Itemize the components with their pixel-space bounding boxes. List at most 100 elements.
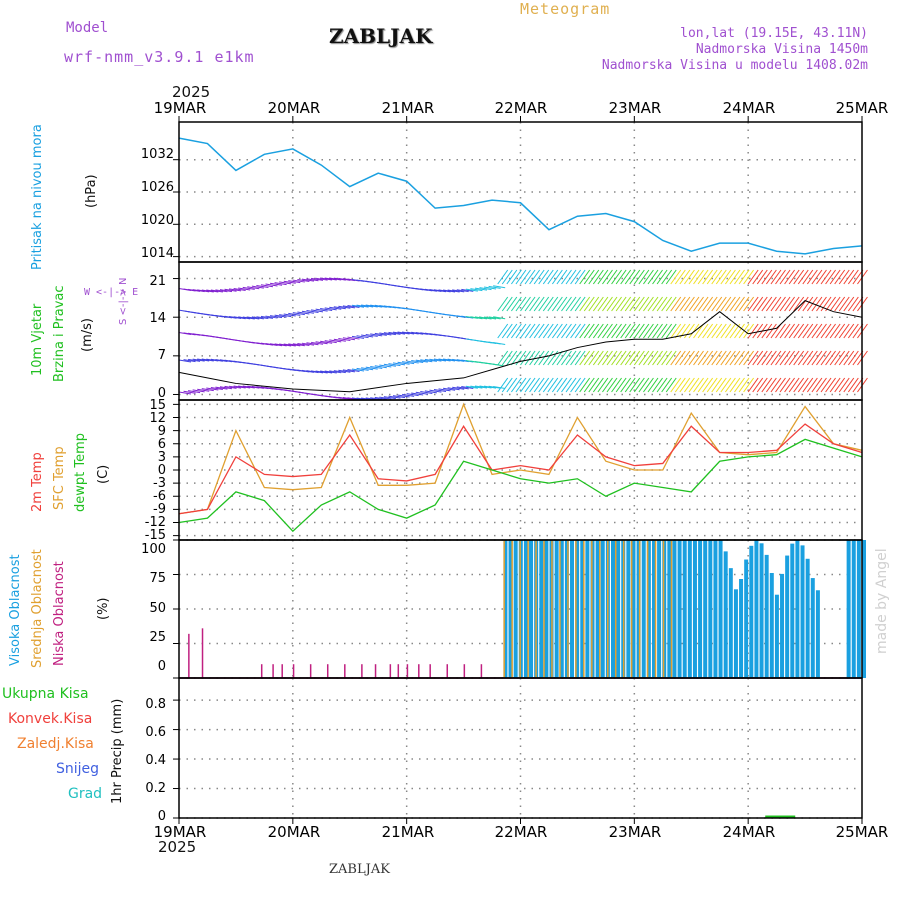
wind-barb: [470, 288, 483, 292]
cloud-mid-bar: [551, 540, 553, 678]
wind-barb: [602, 323, 613, 339]
wind-barb: [797, 323, 809, 339]
wind-barb: [320, 277, 333, 281]
wind-barb: [729, 296, 741, 312]
wind-barb: [274, 314, 287, 318]
cloud-mid-bar: [654, 540, 657, 678]
wind-barb: [793, 350, 805, 366]
wind-barb: [356, 304, 369, 308]
wind-barb: [756, 377, 768, 393]
wind-barb: [775, 269, 786, 285]
wind-barb: [615, 269, 627, 285]
cloud-high-bar: [785, 555, 790, 678]
wind-barb: [638, 350, 650, 366]
wind-barb: [825, 350, 836, 366]
wind-barb: [324, 370, 337, 374]
cloud-high-bar: [651, 540, 656, 678]
wind-barb: [647, 377, 659, 393]
wind-barb: [806, 323, 818, 339]
wind-barb: [647, 323, 659, 339]
wind-barb: [524, 296, 536, 312]
wind-barb: [388, 363, 401, 367]
wind-barb: [392, 331, 406, 335]
wind-barb: [561, 269, 572, 285]
wind-barb: [633, 350, 645, 366]
wind-barb: [674, 269, 686, 285]
wind-barb: [811, 350, 823, 366]
cloud-high-bar: [759, 543, 764, 678]
wind-barb: [770, 377, 782, 393]
wind-barb: [852, 269, 864, 285]
wind-barb: [565, 323, 577, 339]
wind-barb: [738, 377, 750, 393]
wind-barb: [720, 350, 732, 366]
wind-barb: [529, 323, 541, 339]
wind-barb: [765, 350, 777, 366]
wind-barb: [429, 358, 442, 362]
wind-barb: [761, 323, 773, 339]
wind-barb: [483, 385, 497, 389]
wind-barb: [597, 269, 609, 285]
cloud-low-bar: [429, 664, 431, 678]
wind-barb: [188, 390, 201, 394]
ytick-label: -3: [153, 475, 166, 491]
wind-barb: [761, 350, 773, 366]
wind-barb: [784, 323, 796, 339]
wind-barb: [652, 269, 663, 285]
wind-barb: [529, 269, 541, 285]
wind-barb: [592, 323, 604, 339]
wind-barb: [583, 323, 595, 339]
wind-barb: [592, 377, 604, 393]
wind-barb: [333, 277, 346, 281]
wind-barb: [629, 323, 641, 339]
cloud-low-bar: [344, 664, 346, 678]
wind-barb: [542, 377, 554, 393]
wind-barb: [351, 335, 365, 339]
wind-barb: [269, 282, 283, 286]
wind-barb: [429, 389, 442, 393]
cloud-high-bar: [636, 540, 641, 678]
wind-barb: [674, 350, 686, 366]
cloud-mid-bar: [535, 540, 537, 678]
wind-barb: [310, 341, 324, 345]
bottom-tick-label: 23MAR: [608, 823, 662, 841]
bottom-tick-label: 20MAR: [267, 823, 321, 841]
cloud-mid-bar: [559, 540, 561, 678]
wind-barb: [406, 393, 419, 397]
cloud-low-bar: [281, 664, 283, 678]
wind-barb: [542, 296, 554, 312]
wind-barb: [192, 358, 205, 362]
cloud-mid-bar: [591, 540, 593, 678]
wind-barb: [542, 323, 554, 339]
wind-barb: [474, 287, 488, 291]
wind-barb: [388, 331, 401, 335]
wind-barb: [574, 377, 586, 393]
wind-barb: [724, 377, 736, 393]
wind-barb: [561, 377, 572, 393]
wind-barb: [493, 386, 506, 390]
wind-barb: [711, 269, 723, 285]
wind-barb: [597, 377, 609, 393]
wind-barb: [579, 323, 591, 339]
wind-barb: [615, 296, 627, 312]
wind-barb: [847, 269, 859, 285]
wind-barb: [656, 296, 668, 312]
ytick-label: -9: [153, 501, 166, 517]
ytick-label: 12: [149, 411, 166, 427]
wind-barb: [338, 305, 351, 309]
wind-barb: [633, 296, 645, 312]
ytick-label: 1026: [140, 180, 174, 195]
wind-barb: [665, 269, 677, 285]
wind-barb: [652, 296, 663, 312]
wind-barb: [556, 377, 568, 393]
wind-barb: [510, 323, 522, 339]
wind-barb: [374, 365, 387, 369]
wind-barb: [556, 350, 568, 366]
wind-barb: [529, 377, 541, 393]
wind-barb: [811, 296, 823, 312]
wind-barb: [579, 377, 591, 393]
wind-barb: [802, 377, 814, 393]
wind-barb: [233, 287, 246, 291]
wind-barb: [706, 296, 718, 312]
wind-compass: W <-|-> E: [84, 287, 139, 298]
